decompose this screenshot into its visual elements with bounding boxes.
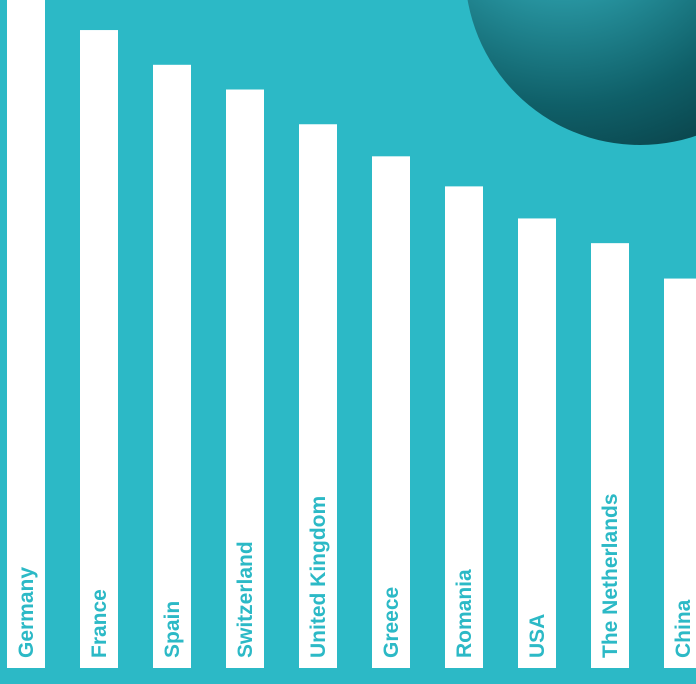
category-label: United Kingdom <box>307 496 330 658</box>
bar-united-kingdom <box>299 124 337 669</box>
bar-germany <box>7 0 45 668</box>
bar-the-netherlands <box>591 243 629 669</box>
category-label: France <box>88 589 111 658</box>
category-label: The Netherlands <box>599 493 622 658</box>
labels-group: Germany France Spain Switzerland United King… <box>15 493 695 658</box>
bar-france <box>80 30 118 669</box>
category-label: Spain <box>161 601 184 658</box>
bar-china <box>664 278 696 668</box>
bars-group <box>7 0 696 669</box>
bar-switzerland <box>226 89 264 668</box>
bar-greece <box>372 156 410 668</box>
bar-spain <box>153 64 191 668</box>
category-label: Greece <box>380 587 403 658</box>
category-label: Romania <box>453 569 476 658</box>
category-label: USA <box>526 614 549 658</box>
bar-romania <box>445 186 483 668</box>
category-label: Germany <box>15 567 38 658</box>
bar-usa <box>518 218 556 668</box>
category-label: China <box>672 599 695 658</box>
category-label: Switzerland <box>234 541 257 658</box>
decorative-sphere <box>467 0 696 145</box>
